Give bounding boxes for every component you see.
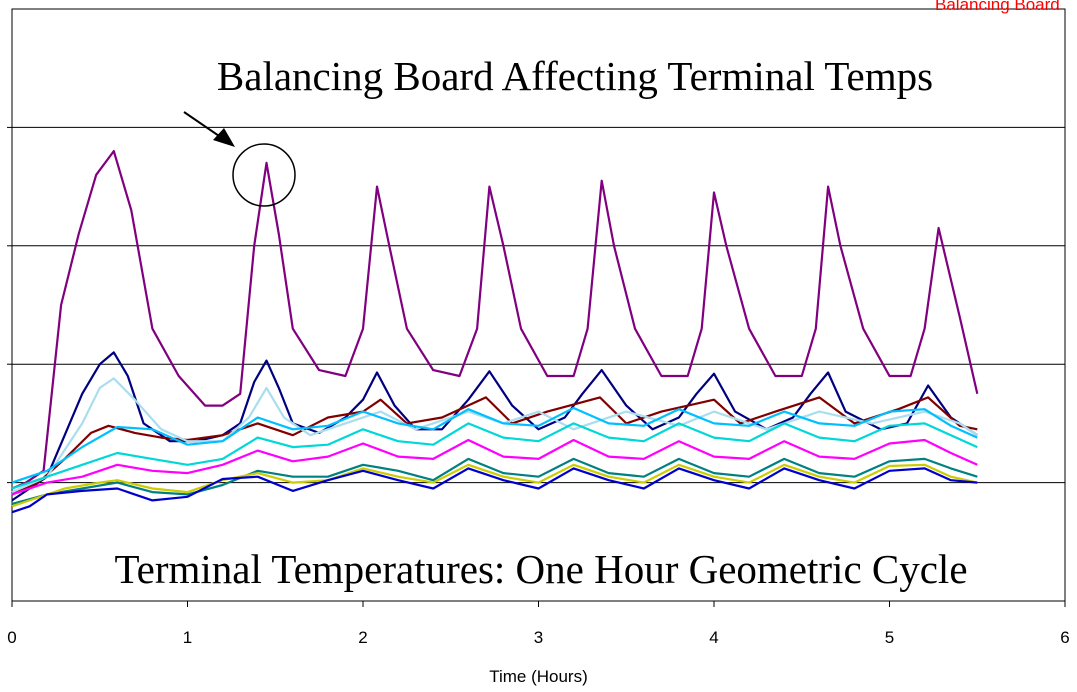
x-tick-label: 3	[534, 628, 543, 647]
annotation-bottom: Terminal Temperatures: One Hour Geometri…	[114, 546, 967, 592]
x-tick-label: 5	[885, 628, 894, 647]
x-tick-label: 4	[709, 628, 718, 647]
series-line-10	[11, 467, 978, 514]
series-lines	[11, 150, 979, 514]
series-line-2	[11, 351, 978, 502]
series-line-3	[11, 396, 978, 496]
x-axis-title: Time (Hours)	[489, 667, 588, 686]
callout-arrow	[183, 111, 223, 139]
series-line-5	[11, 406, 978, 484]
x-tick-label: 1	[183, 628, 192, 647]
x-tick-label: 2	[358, 628, 367, 647]
series-line-8	[11, 457, 978, 505]
series-line-6	[11, 422, 978, 490]
axis-ticks	[7, 126, 1066, 607]
x-tick-labels: 0 1 2 3 4 5 6	[7, 628, 1069, 647]
callout-circle	[232, 143, 296, 207]
series-line-9	[11, 463, 978, 508]
series-line-7	[11, 438, 978, 496]
callout-arrow-head	[213, 128, 235, 147]
peak-callout	[183, 111, 296, 207]
x-tick-label: 6	[1060, 628, 1069, 647]
x-tick-label: 0	[7, 628, 16, 647]
series-line-1	[11, 150, 979, 490]
annotation-top: Balancing Board Affecting Terminal Temps	[217, 53, 933, 99]
annotation-corner: Balancing Board	[935, 0, 1060, 14]
